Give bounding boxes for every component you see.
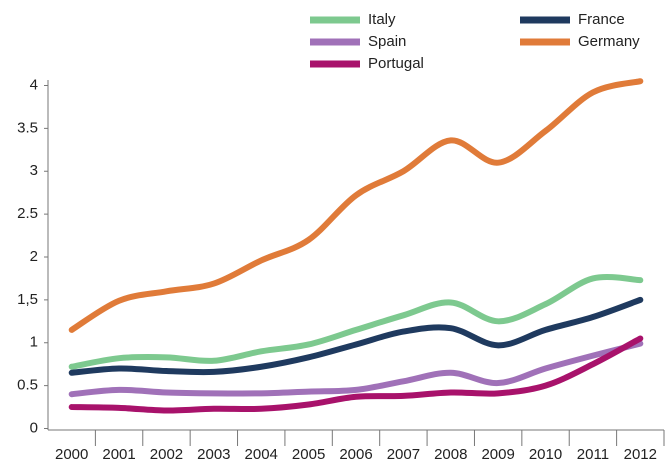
line-series (68, 335, 644, 414)
line-series (68, 273, 644, 370)
line-series (68, 340, 644, 398)
y-tick-label: 0.5 (17, 377, 38, 394)
legend-label: Portugal (368, 55, 424, 72)
y-tick-label: 2 (30, 248, 38, 265)
legend-label: Italy (368, 11, 396, 28)
x-tick-label: 2011 (577, 446, 609, 463)
y-tick-label: 3.5 (17, 119, 38, 136)
legend-label: France (578, 11, 625, 28)
y-tick-label: 0 (30, 419, 38, 436)
y-tick-label: 3 (30, 162, 38, 179)
y-tick-label: 1 (30, 334, 38, 351)
y-tick-label: 4 (30, 76, 38, 93)
y-tick-label: 2.5 (17, 205, 38, 222)
x-tick-label: 2004 (245, 446, 278, 463)
x-tick-label: 2003 (197, 446, 230, 463)
x-tick-label: 2000 (55, 446, 88, 463)
x-tick-label: 2008 (434, 446, 467, 463)
line-series (68, 296, 644, 376)
x-tick-label: 2007 (387, 446, 420, 463)
x-tick-label: 2001 (102, 446, 135, 463)
line-series (68, 78, 644, 333)
legend-label: Spain (368, 33, 406, 50)
y-tick-label: 1,5 (17, 291, 38, 308)
x-tick-label: 2010 (529, 446, 562, 463)
x-tick-label: 2005 (292, 446, 325, 463)
legend-label: Germany (578, 33, 640, 50)
x-tick-label: 2002 (150, 446, 183, 463)
x-tick-label: 2006 (339, 446, 372, 463)
x-tick-label: 2009 (481, 446, 514, 463)
x-tick-label: 2012 (624, 446, 657, 463)
